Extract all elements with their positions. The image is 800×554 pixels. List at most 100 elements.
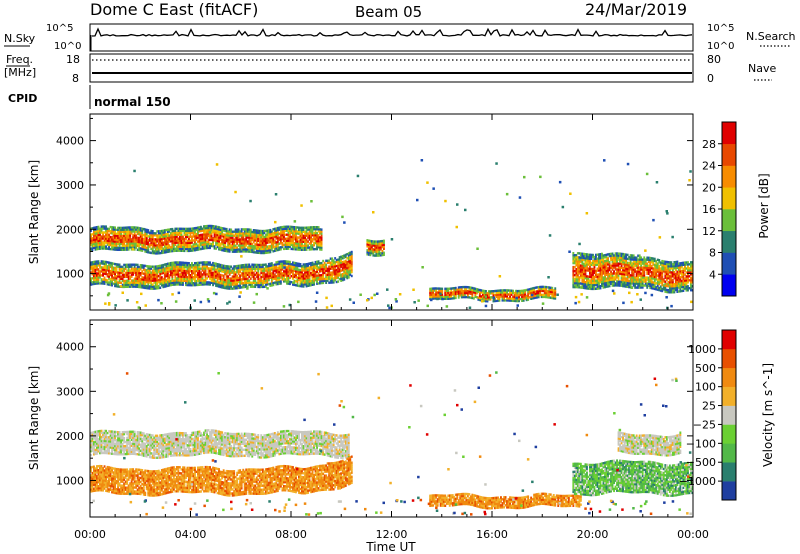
power-echo-cell [206,277,208,280]
power-echo-cell [163,243,166,246]
power-echo-cell [246,250,249,253]
power-echo-cell [169,273,172,277]
power-echo-cell [629,276,632,279]
power-echo-cell [293,238,296,241]
power-echo-cell [248,283,251,286]
power-echo-cell [281,262,284,265]
power-echo-cell [195,228,198,232]
power-echo-cell [436,287,439,290]
power-echo-cell [258,263,261,267]
power-echo-cell [127,230,130,233]
power-echo-cell [151,283,154,286]
power-echo-cell [185,235,187,239]
power-echo-cell [673,289,676,292]
power-echo-cell [518,295,520,299]
power-echo-cell [132,244,135,247]
power-echo-cell [212,239,214,242]
power-echo-cell [635,270,638,273]
power-echo-cell [207,261,210,264]
power-echo-cell [109,269,112,273]
power-echo-cell [194,273,196,277]
power-echo-cell [142,233,145,237]
power-echo-cell [583,254,585,258]
power-echo-cell [314,247,317,251]
power-echo-cell [576,278,579,281]
power-echo-cell [255,245,258,248]
power-echo-cell [186,229,189,233]
power-echo-cell [620,282,623,285]
power-echo-cell [145,271,148,274]
power-echo-cell [320,263,323,267]
power-echo-cell [640,264,643,267]
power-echo-cell [649,262,652,266]
power-echo-cell [674,280,677,284]
power-echo-cell [204,241,207,244]
power-echo-cell [665,284,668,288]
power-echo-cell [147,279,150,282]
power-echo-cell [153,279,156,282]
power-echo-cell [245,279,248,283]
power-echo-cell [117,246,119,249]
power-echo-cell [163,249,166,252]
power-echo-cell [243,277,246,281]
power-echo-cell [115,232,118,235]
power-echo-cell [480,297,483,300]
power-echo-cell [185,247,187,251]
power-echo-cell [115,244,118,247]
power-echo-cell [186,271,189,275]
power-echo-cell [343,272,346,275]
power-echo-cell [604,254,606,257]
power-echo-cell [99,247,101,250]
power-echo-cell [269,244,272,248]
power-echo-cell [260,283,263,287]
power-echo-cell [290,227,293,231]
power-echo-cell [153,238,156,241]
power-echo-cell [114,268,116,272]
power-echo-cell [123,240,126,243]
power-echo-cell [248,279,251,282]
power-echo-cell [264,245,267,249]
power-echo-cell [586,255,588,258]
power-echo-cell [640,284,643,287]
power-echo-cell [676,278,679,281]
power-echo-cell [151,232,154,235]
power-echo-cell [592,279,594,283]
power-echo-cell [169,279,172,283]
power-echo-cell [153,267,156,270]
power-echo-cell [647,266,650,269]
power-echo-cell [313,244,315,247]
power-echo-cell [94,248,97,251]
power-echo-cell [114,242,116,245]
power-echo-cell [218,232,220,235]
power-echo-cell [518,291,520,295]
power-echo-cell [264,267,267,270]
power-echo-cell [121,271,124,275]
power-echo-cell [310,246,312,249]
power-echo-cell [123,267,126,271]
power-echo-cell [236,250,239,253]
power-echo-cell [219,226,222,229]
power-echo-cell [180,229,183,232]
power-echo-cell [175,245,178,248]
power-echo-cell [349,263,352,266]
power-echo-cell [96,260,98,263]
power-echo-cell [676,286,679,289]
power-echo-cell [581,264,584,267]
power-echo-cell [234,230,237,233]
power-echo-cell [148,251,151,254]
power-echo-cell [114,272,116,276]
power-echo-cell [668,263,671,266]
power-echo-cell [575,285,578,289]
power-echo-cell [599,257,602,260]
power-echo-cell [257,269,260,273]
power-echo-cell [650,257,653,260]
power-echo-cell [269,230,272,234]
power-echo-cell [120,226,123,230]
power-echo-cell [266,231,269,234]
power-echo-cell [670,271,673,274]
power-echo-cell [432,291,435,294]
power-echo-cell [210,279,213,282]
power-echo-cell [295,230,297,233]
power-echo-cell [346,264,349,268]
power-echo-cell [638,272,641,275]
